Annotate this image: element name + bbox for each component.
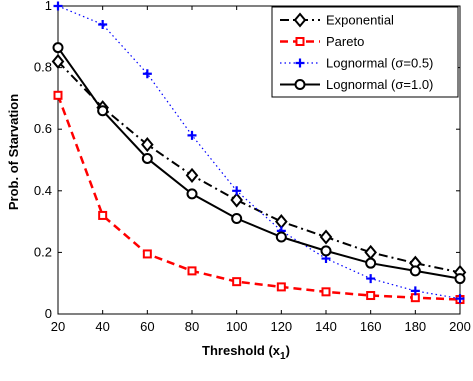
marker-square	[233, 278, 240, 285]
marker-square	[323, 288, 330, 295]
y-tick-label: 1	[45, 0, 52, 13]
y-axis-title: Prob. of Starvation	[6, 94, 21, 210]
marker-square	[278, 283, 285, 290]
x-tick-label: 100	[226, 319, 248, 334]
marker-circle	[277, 233, 286, 242]
x-tick-label: 200	[449, 319, 471, 334]
legend-label: Pareto	[326, 34, 364, 49]
marker-circle	[143, 154, 152, 163]
marker-square	[189, 267, 196, 274]
x-tick-label: 60	[140, 319, 154, 334]
marker-circle	[232, 214, 241, 223]
legend: Exponential Pareto Lognormal (σ=0.5) Lognor…	[272, 7, 458, 97]
y-tick-label: 0.2	[34, 244, 52, 259]
marker-circle	[98, 106, 107, 115]
y-tick-label: 0.6	[34, 121, 52, 136]
marker-circle	[188, 189, 197, 198]
legend-label: Exponential	[326, 13, 394, 28]
marker-square	[297, 38, 304, 45]
marker-square	[55, 92, 62, 99]
marker-circle	[296, 80, 305, 89]
x-tick-label: 160	[360, 319, 382, 334]
x-tick-label: 20	[51, 319, 65, 334]
marker-circle	[322, 246, 331, 255]
legend-label: Lognormal (σ=0.5)	[326, 56, 433, 71]
marker-circle	[366, 259, 375, 268]
marker-circle	[411, 266, 420, 275]
marker-circle	[456, 274, 465, 283]
x-tick-label: 80	[185, 319, 199, 334]
y-tick-label: 0	[45, 306, 52, 321]
marker-circle	[54, 43, 63, 52]
y-tick-label: 0.4	[34, 183, 52, 198]
legend-label: Lognormal (σ=1.0)	[326, 77, 433, 92]
x-tick-label: 180	[404, 319, 426, 334]
marker-square	[144, 250, 151, 257]
x-tick-label: 120	[270, 319, 292, 334]
x-tick-label: 40	[95, 319, 109, 334]
x-tick-label: 140	[315, 319, 337, 334]
marker-square	[367, 292, 374, 299]
y-tick-label: 0.8	[34, 60, 52, 75]
marker-square	[99, 212, 106, 219]
